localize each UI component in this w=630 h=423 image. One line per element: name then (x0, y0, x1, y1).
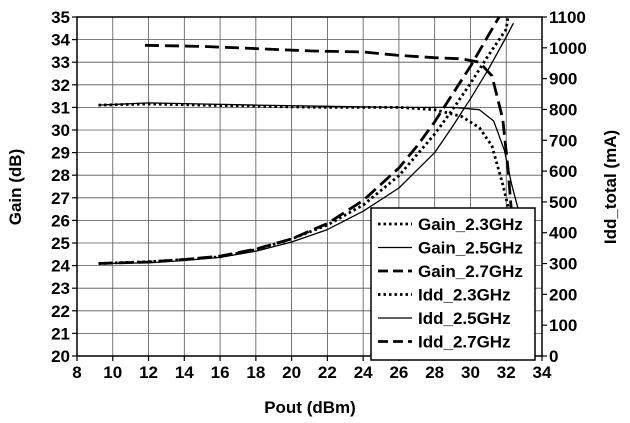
series-line-gain-2-3ghz (98, 102, 515, 224)
y-left-tick-label: 32 (51, 76, 70, 95)
legend-label: Gain_2.7GHz (418, 262, 523, 281)
y-right-tick-label: 800 (549, 100, 577, 119)
y-right-tick-label: 100 (549, 316, 577, 335)
y-axis-left-title: Gain (dB) (6, 149, 25, 226)
legend-box (370, 207, 536, 361)
x-tick-label: 30 (461, 363, 480, 382)
y-left-tick-label: 34 (51, 31, 70, 50)
y-axis-right-title: Idd_total (mA) (601, 130, 620, 244)
y-right-tick-label: 1000 (549, 39, 587, 58)
y-left-tick-label: 29 (51, 144, 70, 163)
tick-labels: 8 10 12 14 16 18 20 22 24 26 28 30 32 34 20 21 22 23 24 25 2… (51, 8, 587, 382)
y-right-tick-label: 500 (549, 193, 577, 212)
legend-label: Gain_2.5GHz (418, 239, 523, 258)
x-tick-label: 16 (211, 363, 230, 382)
y-right-tick-label: 0 (549, 347, 558, 366)
y-left-tick-label: 28 (51, 166, 70, 185)
x-tick-label: 26 (389, 363, 408, 382)
y-right-tick-label: 700 (549, 131, 577, 150)
x-tick-label: 8 (72, 363, 81, 382)
y-left-tick-label: 33 (51, 53, 70, 72)
y-left-tick-label: 22 (51, 302, 70, 321)
y-left-tick-label: 27 (51, 189, 70, 208)
series-line-idd-2-5ghz (98, 22, 514, 265)
x-tick-label: 20 (282, 363, 301, 382)
x-tick-label: 34 (533, 363, 552, 382)
x-tick-label: 22 (318, 363, 337, 382)
x-tick-label: 32 (497, 363, 516, 382)
x-tick-label: 28 (425, 363, 444, 382)
legend-label: Idd_2.5GHz (418, 309, 511, 328)
y-left-tick-label: 30 (51, 121, 70, 140)
y-right-tick-label: 900 (549, 70, 577, 89)
y-left-tick-label: 23 (51, 279, 70, 298)
y-left-tick-label: 24 (51, 257, 70, 276)
y-right-tick-label: 600 (549, 162, 577, 181)
legend-label: Gain_2.3GHz (418, 215, 523, 234)
y-left-tick-label: 31 (51, 98, 70, 117)
x-tick-label: 14 (175, 363, 194, 382)
y-left-tick-label: 20 (51, 347, 70, 366)
legend-label: Idd_2.7GHz (418, 333, 511, 352)
y-left-tick-label: 25 (51, 234, 70, 253)
plot-area-border (76, 16, 543, 357)
y-right-tick-label: 200 (549, 285, 577, 304)
x-tick-label: 24 (354, 363, 373, 382)
series-line-gain-2-5ghz (98, 102, 520, 212)
y-left-tick-label: 26 (51, 211, 70, 230)
x-tick-label: 12 (139, 363, 158, 382)
y-left-tick-label: 35 (51, 8, 70, 27)
series-lines (98, 16, 520, 265)
y-left-tick-label: 21 (51, 324, 70, 343)
legend-label: Idd_2.3GHz (418, 286, 511, 305)
x-tick-label: 18 (246, 363, 265, 382)
axes (76, 16, 543, 357)
y-right-tick-label: 400 (549, 224, 577, 243)
y-right-tick-label: 300 (549, 255, 577, 274)
y-right-tick-label: 1100 (549, 8, 586, 27)
x-tick-label: 10 (103, 363, 122, 382)
series-line-gain-2-7ghz (144, 43, 513, 214)
series-line-idd-2-3ghz (98, 16, 510, 265)
x-axis-title: Pout (dBm) (264, 398, 356, 417)
legend: Gain_2.3GHz Gain_2.5GHz Gain_2.7GHz Idd_2.3… (370, 207, 536, 361)
